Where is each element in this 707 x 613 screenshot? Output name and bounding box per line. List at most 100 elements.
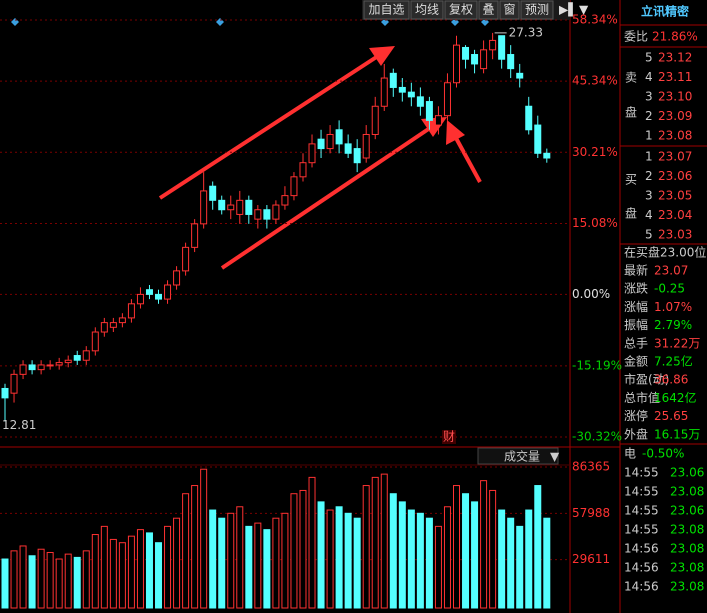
price: 23.09 bbox=[658, 109, 692, 123]
tick-time: 14:56 bbox=[624, 580, 659, 594]
stat-label: 总市值 bbox=[624, 390, 660, 405]
candle-body bbox=[254, 209, 262, 220]
order-note: 在买盘23.00位置 bbox=[624, 245, 707, 260]
toolbar-button[interactable] bbox=[410, 0, 444, 20]
side-label: 盘 bbox=[625, 206, 637, 221]
toolbar-button[interactable] bbox=[478, 0, 499, 20]
level: 5 bbox=[645, 228, 653, 242]
candle-body bbox=[164, 284, 172, 300]
level: 1 bbox=[645, 150, 653, 164]
candle-body bbox=[389, 72, 397, 88]
stat-label: 总手 bbox=[624, 336, 648, 350]
volume-bar bbox=[308, 476, 316, 609]
candle-body bbox=[145, 289, 153, 295]
volume-bar bbox=[109, 538, 117, 609]
volume-bar bbox=[335, 506, 343, 609]
y-tick-label: 30.21% bbox=[572, 145, 618, 159]
candle-body bbox=[507, 54, 515, 70]
volume-bar bbox=[290, 493, 298, 609]
volume-bar bbox=[46, 551, 54, 609]
candle-body bbox=[425, 101, 433, 121]
toolbar-button-label: 均线 bbox=[415, 3, 439, 17]
indicator-select[interactable] bbox=[477, 447, 559, 465]
stat-label: 涨跌 bbox=[624, 281, 648, 296]
stat-value: 7.25亿 bbox=[654, 354, 693, 369]
volume-bar bbox=[155, 542, 163, 609]
volume-bar bbox=[164, 525, 172, 609]
candle-body bbox=[37, 364, 45, 371]
price: 23.10 bbox=[658, 90, 692, 104]
volume-bar bbox=[100, 525, 108, 609]
tick-price: 23.06 bbox=[670, 466, 704, 480]
stat-label: 最新 bbox=[624, 263, 648, 278]
y-tick-label: 86365 bbox=[572, 459, 610, 473]
candle-body bbox=[443, 82, 451, 117]
side-label: 买 bbox=[625, 173, 637, 187]
candle-body bbox=[407, 91, 415, 98]
volume-bar bbox=[19, 545, 27, 609]
candle-body bbox=[245, 199, 253, 215]
price: 23.08 bbox=[658, 129, 692, 143]
stat-value: 25.65 bbox=[654, 409, 688, 423]
volume-bar bbox=[344, 512, 352, 609]
candle-body bbox=[127, 303, 135, 319]
price: 23.06 bbox=[658, 169, 692, 183]
volume-bar bbox=[10, 550, 18, 609]
level: 2 bbox=[645, 109, 653, 123]
level: 4 bbox=[645, 208, 653, 222]
candle-body bbox=[525, 105, 533, 131]
volume-bar bbox=[380, 473, 388, 609]
candle-body bbox=[543, 152, 551, 159]
nav-icon[interactable]: ▼ bbox=[579, 3, 589, 17]
price: 23.12 bbox=[658, 51, 692, 65]
nav-icon[interactable]: ▶▌ bbox=[559, 2, 577, 17]
event-marker: 财 bbox=[443, 430, 455, 444]
level: 5 bbox=[645, 51, 653, 65]
tick-time: 14:55 bbox=[624, 485, 659, 499]
side-label: 盘 bbox=[625, 105, 637, 120]
candle-body bbox=[73, 355, 81, 361]
ticks-change: -0.50% bbox=[642, 447, 684, 461]
candle-body bbox=[362, 133, 370, 159]
stat-value: 1642亿 bbox=[654, 390, 697, 405]
toolbar-button-label: 窗 bbox=[503, 3, 515, 17]
candle-body bbox=[380, 77, 388, 107]
y-tick-label: 45.34% bbox=[572, 74, 618, 88]
volume-bar bbox=[317, 501, 325, 609]
stat-label: 涨幅 bbox=[624, 299, 648, 314]
candle-body bbox=[155, 293, 163, 300]
toolbar-button[interactable] bbox=[499, 0, 520, 20]
toolbar-button[interactable] bbox=[363, 0, 410, 20]
volume-bar bbox=[182, 493, 190, 609]
candle-body bbox=[118, 317, 126, 324]
volume-bar bbox=[371, 476, 379, 609]
volume-bar bbox=[200, 468, 208, 609]
stat-value: 16.15万 bbox=[654, 427, 700, 441]
volume-bar bbox=[543, 517, 551, 609]
y-tick-label: 29611 bbox=[572, 552, 610, 566]
stat-label: 涨停 bbox=[624, 408, 648, 423]
candle-body bbox=[82, 350, 90, 361]
candle-body bbox=[209, 185, 217, 201]
price: 23.03 bbox=[658, 228, 692, 242]
candle-body bbox=[317, 138, 325, 150]
price: 23.04 bbox=[658, 208, 692, 222]
dropdown-icon: ▼ bbox=[550, 450, 560, 464]
volume-bar bbox=[434, 525, 442, 609]
tick-price: 23.08 bbox=[670, 561, 704, 575]
volume-bar bbox=[37, 548, 45, 609]
price: 23.07 bbox=[658, 150, 692, 164]
volume-bar bbox=[453, 485, 460, 609]
price: 23.05 bbox=[658, 189, 692, 203]
candle-body bbox=[299, 162, 307, 178]
event-marker-box bbox=[442, 430, 456, 444]
toolbar-button[interactable] bbox=[444, 0, 478, 20]
candle-body bbox=[91, 331, 99, 352]
level: 1 bbox=[645, 129, 653, 143]
candle-body bbox=[200, 190, 208, 225]
candle-body bbox=[28, 364, 36, 371]
candle-body bbox=[471, 54, 479, 65]
tick-time: 14:56 bbox=[624, 542, 659, 556]
toolbar-button[interactable] bbox=[520, 0, 554, 20]
